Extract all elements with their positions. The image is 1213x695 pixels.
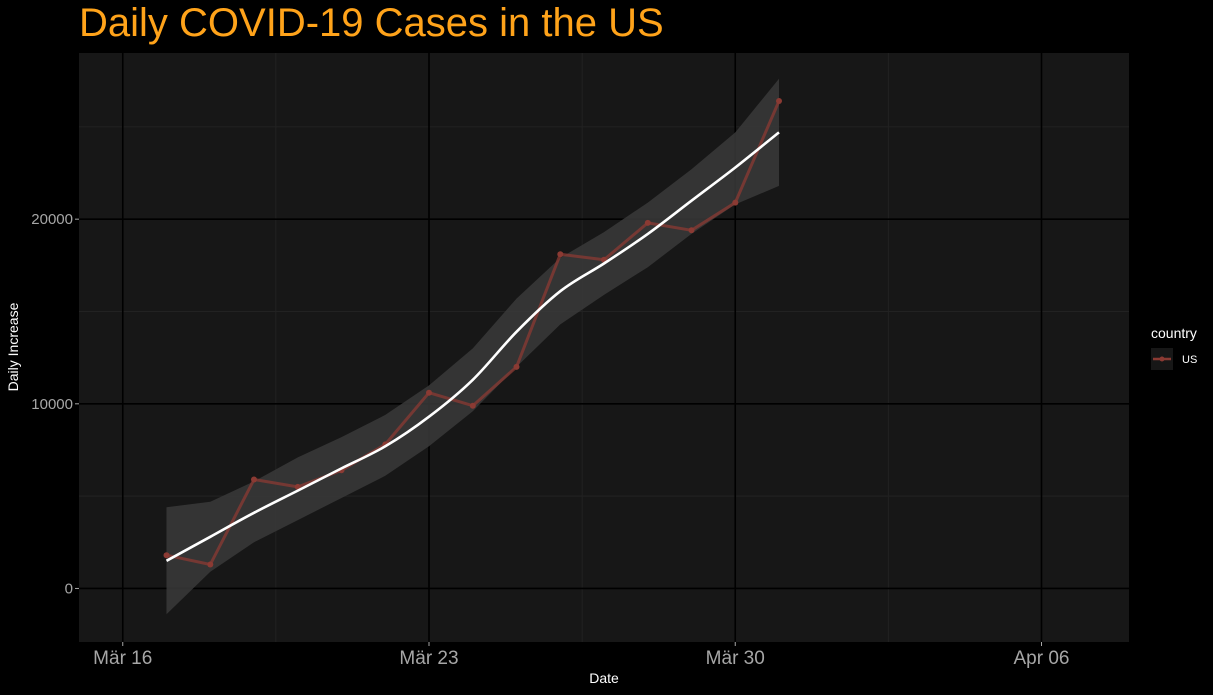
axes: Mär 16 Mär 23 Mär 30 Apr 06 0 10000 20000 — [31, 211, 1069, 669]
data-point — [207, 561, 214, 568]
x-tick-label: Mär 30 — [706, 648, 765, 669]
trend-line — [165, 131, 780, 562]
x-tick-label: Mär 16 — [93, 648, 152, 669]
x-tick-label: Apr 06 — [1014, 648, 1070, 669]
data-point — [251, 476, 257, 483]
smooth-layer — [165, 131, 780, 562]
legend: country US — [1151, 325, 1197, 370]
data-point — [688, 227, 695, 234]
y-axis-title: Daily Increase — [5, 302, 21, 391]
data-point — [513, 363, 520, 370]
legend-title: country — [1151, 325, 1197, 341]
legend-key-point — [1159, 356, 1165, 362]
x-tick-label: Mär 23 — [399, 648, 458, 669]
data-point — [426, 389, 432, 396]
y-tick-label: 10000 — [31, 396, 73, 413]
x-axis-title: Date — [589, 670, 619, 686]
data-point — [163, 552, 170, 559]
grid — [79, 53, 1129, 642]
plot-panel — [79, 53, 1129, 642]
data-point — [776, 98, 782, 104]
data-point — [644, 219, 651, 226]
data-point — [469, 402, 476, 409]
legend-item-label: US — [1182, 354, 1197, 366]
chart-title: Daily COVID-19 Cases in the US — [79, 1, 664, 45]
data-point — [557, 251, 564, 258]
data-point — [732, 199, 739, 206]
y-tick-label: 20000 — [31, 211, 73, 228]
y-tick-label: 0 — [65, 580, 73, 597]
